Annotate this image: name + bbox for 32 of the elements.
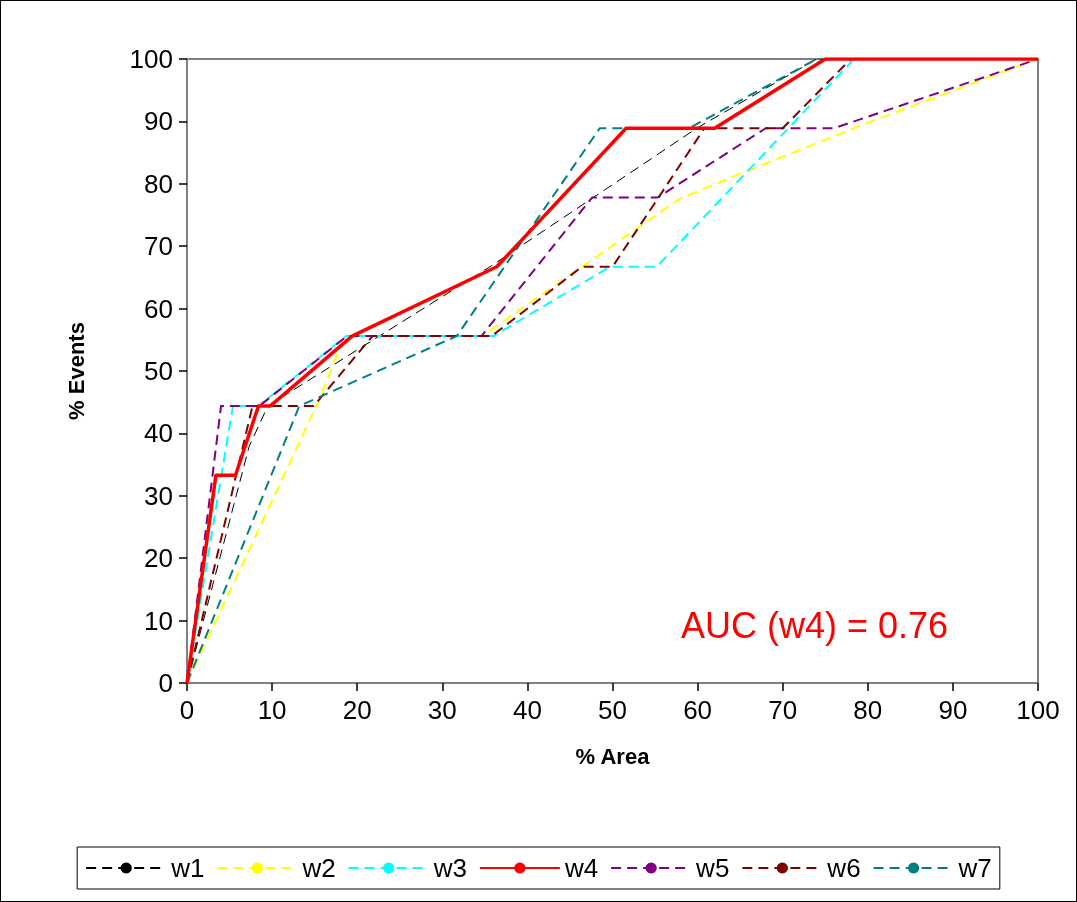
y-tick-label: 80: [144, 168, 173, 199]
legend-label: w1: [170, 853, 205, 883]
x-tick-label: 80: [853, 695, 883, 725]
y-tick-label: 90: [144, 106, 173, 137]
legend-label: w3: [432, 853, 467, 883]
y-tick-label: 40: [144, 418, 173, 449]
y-axis-title: % Events: [63, 322, 89, 420]
x-tick-label: 90: [938, 695, 968, 725]
x-tick-label: 0: [179, 695, 195, 725]
x-tick-label: 100: [1016, 695, 1060, 725]
y-tick-label: 70: [144, 231, 173, 262]
y-tick-label: 20: [144, 543, 173, 574]
x-tick-label: 30: [427, 695, 457, 725]
y-tick-label: 10: [144, 605, 173, 636]
y-tick-label: 100: [129, 44, 173, 74]
y-tick-label: 0: [158, 668, 173, 698]
x-tick-label: 10: [257, 695, 287, 725]
x-tick-label: 50: [598, 695, 627, 725]
legend-label: w5: [695, 853, 730, 883]
y-tick-label: 50: [144, 356, 173, 386]
x-tick-label: 20: [342, 695, 372, 725]
x-tick-label: 40: [512, 695, 542, 725]
x-tick-label: 70: [768, 695, 798, 725]
legend-label: w4: [563, 853, 599, 883]
y-tick-label: 30: [144, 480, 173, 511]
y-tick-label: 60: [144, 293, 173, 324]
legend-label: w2: [301, 853, 336, 883]
x-axis-title: % Area: [575, 743, 651, 769]
legend-label: w7: [957, 853, 992, 883]
annotation: AUC (w4) = 0.76: [681, 604, 949, 646]
x-tick-label: 60: [683, 695, 713, 725]
legend-label: w6: [826, 853, 861, 883]
